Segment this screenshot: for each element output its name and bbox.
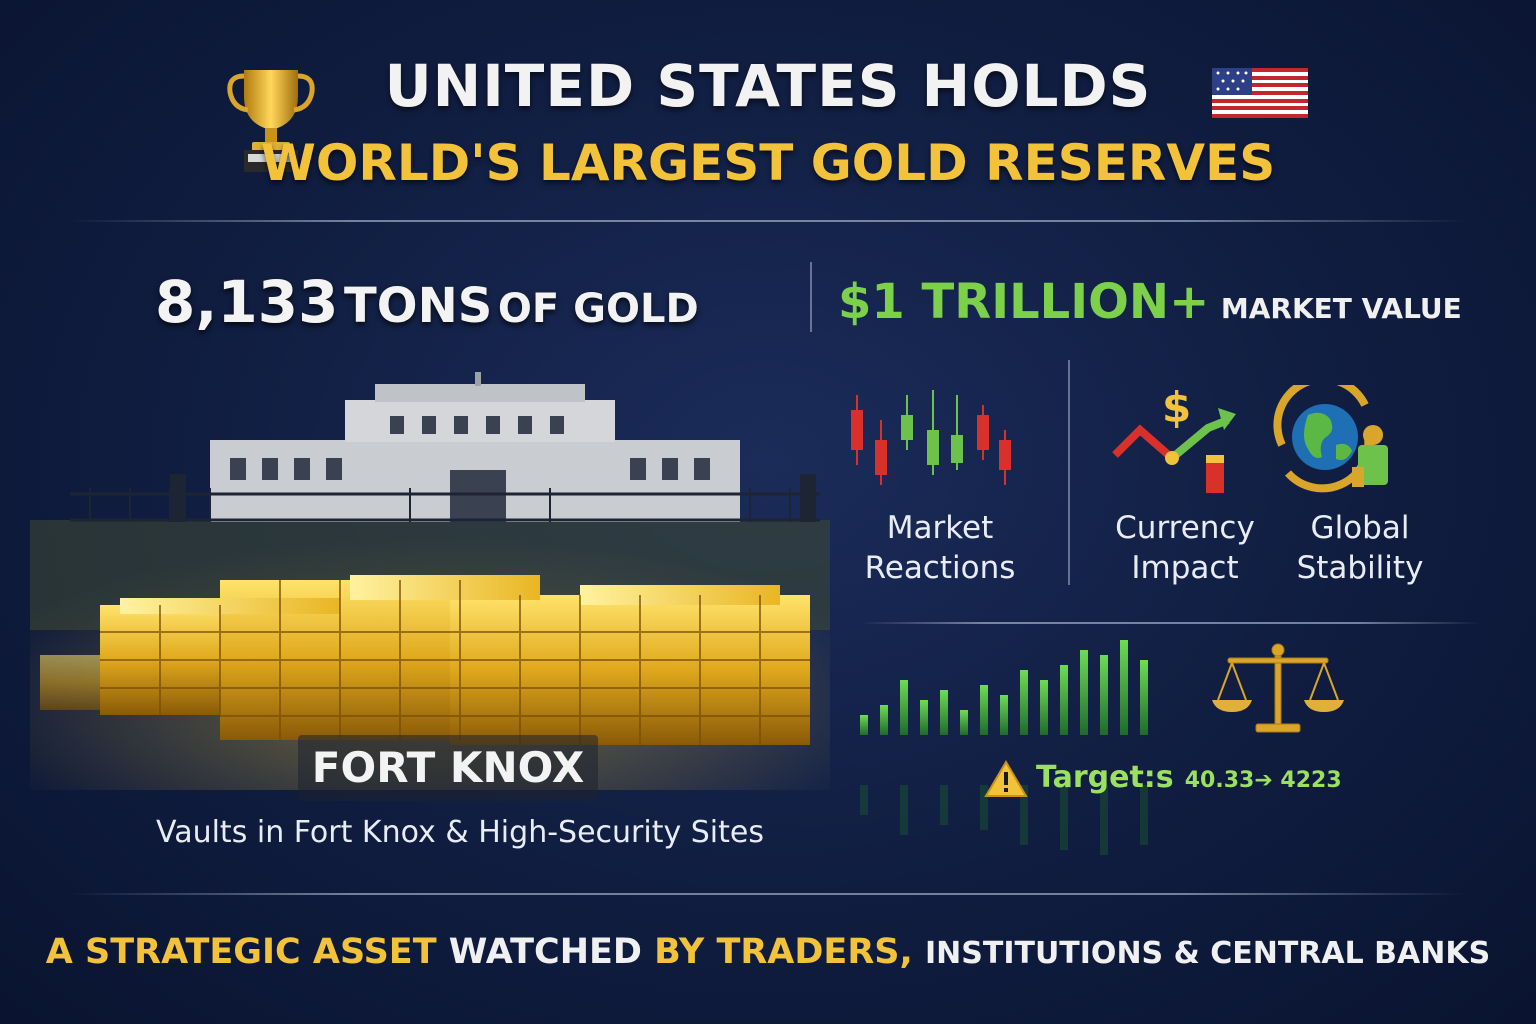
candlestick-chart-icon [851,390,1011,485]
headline-line-1: UNITED STATES HOLDS [384,52,1152,120]
feature-currency-impact: Currency Impact [1075,508,1295,588]
vaults-caption: Vaults in Fort Knox & High-Security Site… [156,815,764,850]
warning-icon [984,760,1028,797]
gold-tonnage: 8,133 TONS OF GOLD [155,268,699,336]
currency-trend-icon: $ [1112,383,1236,493]
footer-part-1: A STRATEGIC ASSET [45,932,437,972]
target-values: 40.33➔ 4223 [1184,768,1342,793]
target-readout: Target:s 40.33➔ 4223 [1036,760,1342,795]
tons-word: TONS [344,278,493,334]
footer-part-4: INSTITUTIONS & CENTRAL BANKS [924,936,1491,971]
feature-label-line1: Global [1310,510,1410,546]
trophy-icon [227,70,315,172]
features-divider [1068,360,1070,585]
decorative-bar-chart [860,640,1148,855]
feature-label-line2: Reactions [864,550,1016,586]
market-value-label: MARKET VALUE [1220,292,1462,325]
bottom-divider [70,893,1466,895]
market-value-amount: $1 TRILLION+ [838,274,1210,330]
footer-part-2: WATCHED [448,932,642,972]
footer-tagline: A STRATEGIC ASSET WATCHED BY TRADERS, IN… [0,932,1536,972]
feature-label-line2: Impact [1131,550,1239,586]
fort-knox-label-box [298,735,598,801]
feature-label-line2: Stability [1296,550,1424,586]
feature-label-line1: Market [886,510,994,546]
feature-market-reactions: Market Reactions [830,508,1050,588]
svg-text:$: $ [1162,383,1191,432]
fort-knox-illustration [30,372,830,790]
globe-icon [1273,385,1388,493]
market-value: $1 TRILLION+ MARKET VALUE [838,274,1462,330]
fort-knox-title: FORT KNOX [311,743,585,792]
top-divider [70,220,1466,222]
headline-line-2: WORLD'S LARGEST GOLD RESERVES [260,134,1276,192]
footer-part-3: BY TRADERS, [654,932,913,972]
target-label: Target:s [1036,760,1174,795]
stats-divider [810,262,812,332]
feature-global-stability: Global Stability [1250,508,1470,588]
feature-label-line1: Currency [1115,510,1255,546]
balance-scale-icon [1212,643,1344,733]
tons-suffix: OF GOLD [497,286,699,332]
us-flag-icon [1212,68,1308,118]
tons-number: 8,133 [155,268,339,336]
middle-divider [860,622,1480,624]
